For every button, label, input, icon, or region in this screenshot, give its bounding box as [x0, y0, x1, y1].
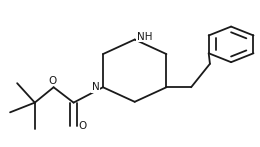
Text: NH: NH [137, 32, 152, 42]
Text: N: N [92, 82, 99, 92]
Text: O: O [79, 121, 87, 131]
Text: O: O [48, 76, 56, 86]
